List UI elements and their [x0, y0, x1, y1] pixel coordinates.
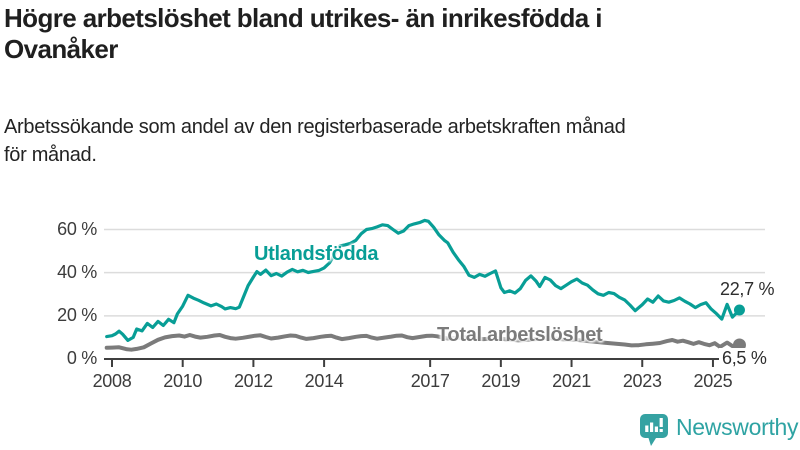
x-axis-tick-label: 2019	[481, 371, 521, 391]
y-axis-tick-label: 40 %	[57, 261, 97, 282]
x-axis-tick-label: 2008	[92, 371, 132, 391]
series-line-0	[105, 218, 742, 342]
page-title-line2: Ovanåker	[4, 34, 118, 64]
series-label-utlandsfodda: Utlandsfödda	[254, 243, 379, 265]
end-value-label-utlandsfodda: 22,7 %	[720, 279, 775, 299]
x-axis-tick-label: 2012	[233, 371, 273, 391]
page-title: Högre arbetslöshet bland utrikes- än inr…	[4, 3, 796, 65]
page-subtitle: Arbetssökande som andel av den registerb…	[4, 113, 796, 169]
x-axis-tick-label: 2010	[163, 371, 203, 391]
x-axis-tick-label: 2021	[552, 371, 591, 391]
y-axis-tick-label: 20 %	[57, 304, 97, 325]
y-axis-tick-label: 60 %	[57, 218, 97, 239]
end-value-label-total: 6,5 %	[719, 348, 770, 369]
series-label-total-arbetsloshet: Total arbetslöshet	[437, 324, 603, 346]
page-subtitle-line2: för månad.	[4, 144, 97, 166]
newsworthy-logo: Newsworthy	[639, 413, 799, 447]
x-axis-tick-label: 2025	[693, 371, 733, 391]
newsworthy-bubble-chart-icon	[640, 414, 668, 446]
series-line-1	[104, 333, 742, 352]
page-subtitle-line1: Arbetssökande som andel av den registerb…	[4, 116, 626, 138]
x-axis-tick-label: 2014	[304, 371, 344, 391]
page-title-line1: Högre arbetslöshet bland utrikes- än inr…	[4, 3, 602, 33]
series-end-dot-0	[733, 304, 745, 316]
y-axis-tick-label: 0 %	[66, 348, 97, 368]
x-axis-tick-label: 2017	[410, 371, 450, 391]
x-axis-tick-label: 2023	[622, 371, 662, 391]
newsworthy-wordmark: Newsworthy	[676, 413, 799, 440]
